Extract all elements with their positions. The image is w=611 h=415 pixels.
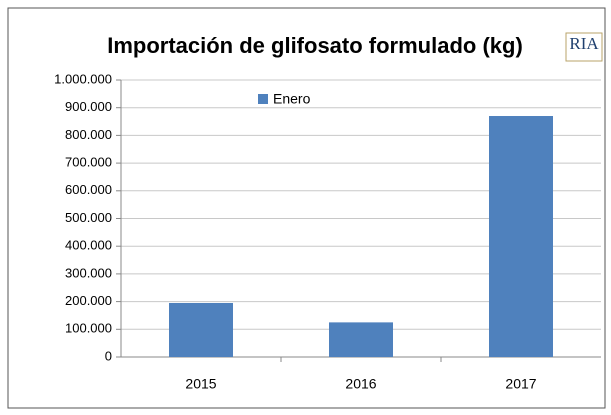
legend-swatch	[258, 94, 268, 104]
x-tick-label: 2016	[345, 376, 376, 392]
chart-title: Importación de glifosato formulado (kg)	[107, 33, 523, 58]
legend-label: Enero	[273, 91, 311, 107]
bar	[489, 116, 553, 357]
bar	[329, 322, 393, 357]
y-tick-label: 700.000	[65, 155, 112, 170]
logo-frame	[565, 32, 603, 62]
logo: RIA	[569, 34, 599, 53]
y-tick-label: 500.000	[65, 210, 112, 225]
y-tick-label: 0	[105, 348, 112, 363]
y-tick-label: 300.000	[65, 265, 112, 280]
y-tick-label: 400.000	[65, 238, 112, 253]
bar	[169, 302, 233, 357]
x-tick-label: 2015	[185, 376, 216, 392]
x-tick-label: 2017	[505, 376, 536, 392]
y-tick-label: 800.000	[65, 127, 112, 142]
y-tick-label: 100.000	[65, 321, 112, 336]
y-tick-label: 600.000	[65, 182, 112, 197]
y-tick-label: 200.000	[65, 293, 112, 308]
y-tick-label: 900.000	[65, 99, 112, 114]
y-tick-label: 1.000.000	[54, 71, 112, 86]
